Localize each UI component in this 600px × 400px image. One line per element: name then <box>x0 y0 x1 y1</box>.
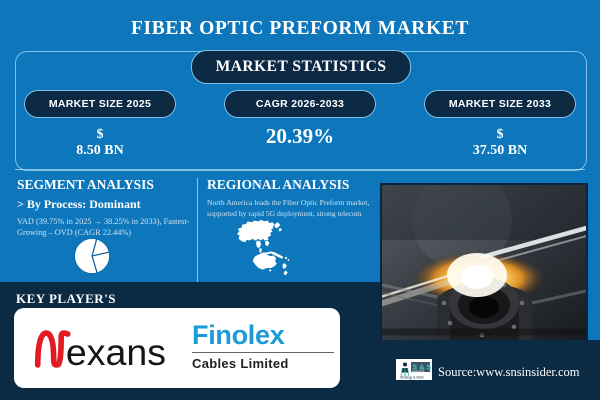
svg-text:Strategy & Stats: Strategy & Stats <box>400 375 424 379</box>
svg-text:INSIDER: INSIDER <box>412 369 425 373</box>
svg-text:exans: exans <box>66 331 166 373</box>
